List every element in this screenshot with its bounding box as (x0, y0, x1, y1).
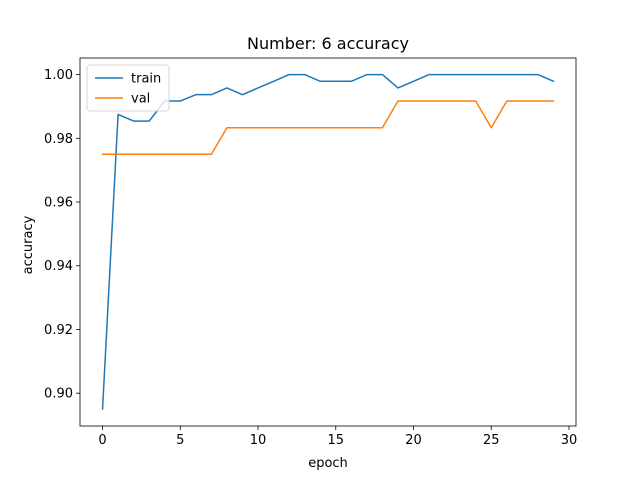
axes-frame (79, 57, 577, 427)
series-line-train (101, 73, 555, 410)
x-tick-label: 5 (176, 433, 184, 448)
y-axis-label: accuracy (21, 215, 36, 274)
legend-label-train: train (131, 72, 161, 87)
x-tick-label: 30 (561, 433, 578, 448)
x-axis-label: epoch (308, 456, 348, 471)
y-tick-label: 0.98 (44, 132, 73, 147)
y-tick-label: 1.00 (44, 68, 73, 83)
legend: train val (86, 64, 170, 112)
x-tick-label: 25 (483, 433, 500, 448)
x-tick-label: 15 (328, 433, 345, 448)
legend-label-val: val (131, 92, 150, 107)
x-tick-label: 0 (98, 433, 106, 448)
x-tick-label: 20 (405, 433, 422, 448)
y-tick-label: 0.94 (44, 259, 73, 274)
plot-area: 0 5 10 15 20 25 30 0.90 0.92 0.94 0.96 0.98 1.00 (44, 57, 578, 448)
x-tick-label: 10 (250, 433, 267, 448)
y-tick-label: 0.90 (44, 387, 73, 402)
legend-box (86, 64, 170, 112)
chart-title: Number: 6 accuracy (247, 34, 409, 53)
y-tick-label: 0.92 (44, 323, 73, 338)
series-line-val (101, 100, 555, 155)
y-tick-label: 0.96 (44, 196, 73, 211)
